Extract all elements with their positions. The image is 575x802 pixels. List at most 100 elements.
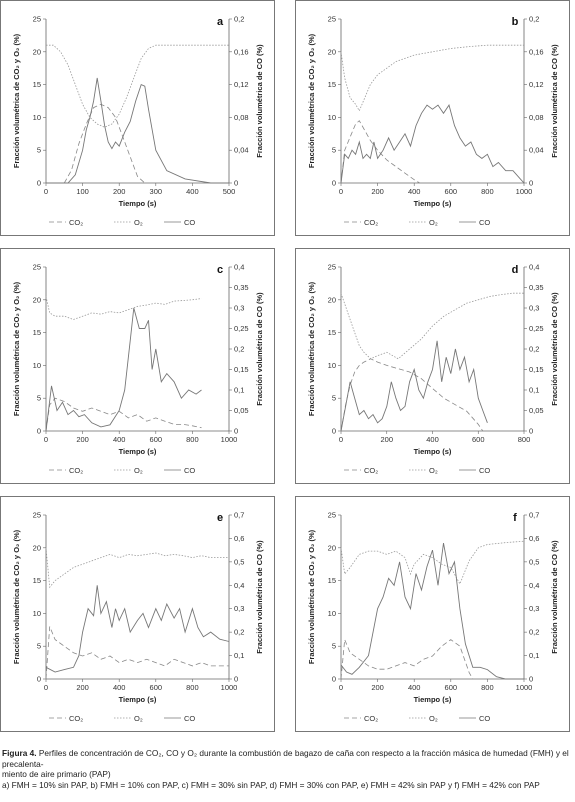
series-line-co — [340, 340, 488, 432]
y-tick-label: 5 — [332, 394, 336, 403]
series-line-co2 — [63, 103, 146, 184]
chart-svg: 0 100 200 300 400 500051015202500,040,080,120… — [12, 15, 264, 228]
x-tick-label: 500 — [223, 187, 236, 196]
x-tick-label: 1000 — [221, 435, 238, 444]
x-tick-label: 600 — [150, 683, 163, 692]
x-tick-label: 600 — [445, 683, 458, 692]
series-line-o2 — [340, 540, 525, 585]
y-tick-label: 20 — [33, 543, 41, 552]
chart-panel-f: 0 200 400 600 800 1000 0 5 10 15 20 25 0 0,1 0,2 0,3 0,4… — [295, 496, 570, 732]
x-tick-label: 1000 — [516, 187, 533, 196]
y-axis-label: Fracción volumétrica de CO₂ y O₂ (%) — [12, 33, 21, 168]
y2-tick-label: 0,3 — [234, 604, 244, 613]
panel-letter: e — [217, 512, 223, 524]
x-axis-label: Tiempo (s) — [119, 447, 157, 456]
y2-tick-label: 0,4 — [234, 263, 244, 272]
y2-tick-label: 0,25 — [529, 324, 544, 333]
y2-tick-label: 0,35 — [234, 283, 249, 292]
series-line-o2 — [45, 547, 229, 589]
y-tick-label: 20 — [328, 295, 336, 304]
legend-label-co: CO — [184, 714, 195, 723]
x-tick-label: 0 — [44, 187, 48, 196]
y2-tick-label: 0,5 — [234, 557, 244, 566]
legend-label-o2: O₂ — [429, 466, 438, 475]
series-line-co2 — [340, 639, 474, 680]
y2-tick-label: 0,2 — [234, 628, 244, 637]
caption-line-1: Perfiles de concentración de CO₂, CO y O… — [2, 748, 569, 769]
series-line-co2 — [340, 358, 484, 432]
series-line-co — [46, 77, 229, 184]
y-tick-label: 10 — [328, 361, 336, 370]
y2-tick-label: 0,1 — [234, 651, 244, 660]
series-line-o2 — [46, 44, 229, 128]
y2-tick-label: 0,2 — [529, 345, 539, 354]
x-tick-label: 800 — [518, 435, 531, 444]
y-tick-label: 10 — [33, 361, 41, 370]
y-tick-label: 25 — [328, 511, 336, 520]
x-axis-label: Tiempo (s) — [119, 199, 157, 208]
y2-tick-label: 0,08 — [234, 113, 249, 122]
y2-tick-label: 0,5 — [529, 557, 539, 566]
y2-tick-label: 0,4 — [529, 581, 539, 590]
y2-tick-label: 0,35 — [529, 283, 544, 292]
y-tick-label: 25 — [33, 15, 41, 24]
y-tick-label: 25 — [328, 263, 336, 272]
x-tick-label: 300 — [150, 187, 163, 196]
y2-tick-label: 0 — [529, 179, 533, 188]
x-tick-label: 0 — [44, 435, 48, 444]
y2-axis-label: Fracción volumétrica de CO (%) — [255, 540, 264, 654]
y-tick-label: 0 — [332, 675, 336, 684]
series-line-o2 — [45, 296, 202, 320]
y2-axis-label: Fracción volumétrica de CO (%) — [255, 44, 264, 158]
x-tick-label: 200 — [380, 435, 393, 444]
y2-tick-label: 0 — [234, 179, 238, 188]
y-tick-label: 15 — [328, 576, 336, 585]
y-tick-label: 20 — [328, 47, 336, 56]
x-tick-label: 400 — [408, 187, 421, 196]
x-tick-label: 0 — [339, 187, 343, 196]
series-line-co2 — [45, 626, 229, 680]
y2-tick-label: 0,1 — [234, 386, 244, 395]
series-line-co2 — [45, 397, 202, 432]
y2-axis-label: Fracción volumétrica de CO (%) — [255, 292, 264, 406]
y-tick-label: 15 — [33, 576, 41, 585]
series-line-co — [340, 543, 524, 680]
y-tick-label: 5 — [37, 642, 41, 651]
y2-tick-label: 0,15 — [234, 365, 249, 374]
chart-panel-d: 0 200 400 600 800 0 5 10 15 20 25 0 0,05 0,1 0,15 0,2 0,… — [295, 248, 570, 484]
chart-panel-e: 0 200 400 600 800 1000 0 5 10 15 20 25 0 0,1 0,2 0,3 0,4… — [0, 496, 275, 732]
y-axis-label: Fracción volumétrica de CO₂ y O₂ (%) — [12, 281, 21, 416]
y2-tick-label: 0,4 — [234, 581, 244, 590]
x-tick-label: 400 — [113, 683, 126, 692]
x-axis-label: Tiempo (s) — [414, 199, 452, 208]
x-tick-label: 200 — [113, 187, 126, 196]
y-tick-label: 20 — [328, 543, 336, 552]
x-axis-label: Tiempo (s) — [414, 447, 452, 456]
legend-label-o2: O₂ — [134, 714, 143, 723]
x-tick-label: 800 — [481, 683, 494, 692]
series-line-o2 — [340, 44, 524, 112]
legend-label-co: CO — [479, 714, 490, 723]
legend-label-o2: O₂ — [134, 466, 143, 475]
legend-label-co2: CO₂ — [364, 466, 378, 475]
y-tick-label: 25 — [33, 511, 41, 520]
x-tick-label: 200 — [371, 683, 384, 692]
y-tick-label: 15 — [33, 328, 41, 337]
y-tick-label: 10 — [33, 609, 41, 618]
chart-svg: 0 200 400 600 800 1000051015202500,040,080,12… — [307, 15, 559, 228]
x-axis-label: Tiempo (s) — [414, 695, 452, 704]
panel-letter: f — [513, 512, 517, 524]
series-line-co — [45, 307, 202, 432]
legend-label-o2: O₂ — [429, 714, 438, 723]
x-tick-label: 0 — [339, 435, 343, 444]
x-tick-label: 600 — [445, 187, 458, 196]
legend-label-co: CO — [184, 218, 195, 227]
x-tick-label: 800 — [186, 435, 199, 444]
x-tick-label: 400 — [186, 187, 199, 196]
legend-label-o2: O₂ — [429, 218, 438, 227]
y2-tick-label: 0,04 — [529, 146, 544, 155]
x-tick-label: 400 — [426, 435, 439, 444]
y2-tick-label: 0,3 — [234, 304, 244, 313]
x-tick-label: 100 — [76, 187, 89, 196]
y2-axis-label: Fracción volumétrica de CO (%) — [550, 44, 559, 158]
